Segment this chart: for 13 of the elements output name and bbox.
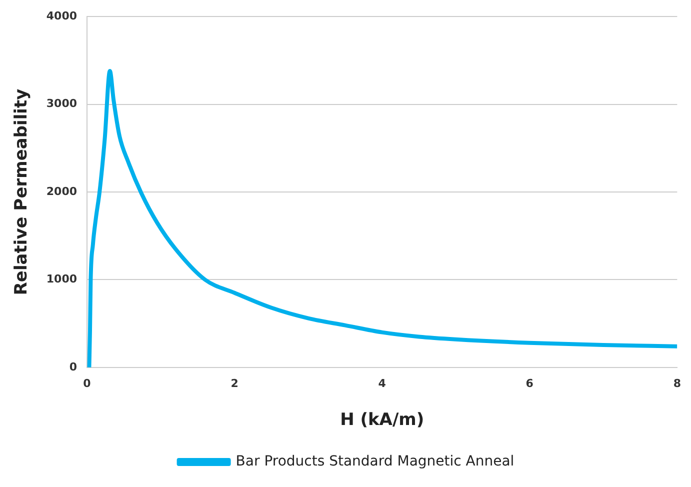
x-tick-label: 2 [230,376,238,390]
x-tick-label: 4 [378,376,386,390]
y-tick-label: 0 [69,360,78,374]
x-axis-title: H (kA/m) [340,410,424,430]
y-tick-label: 2000 [46,184,78,198]
y-tick-label: 1000 [46,272,78,286]
y-tick-label: 3000 [46,97,78,110]
y-tick-label: 4000 [46,9,78,22]
x-tick-label: 8 [673,376,681,390]
y-axis-title: Relative Permeability [12,88,32,296]
x-tick-label: 0 [83,376,92,390]
legend-label: Bar Products Standard Magnetic Anneal [236,454,514,470]
x-tick-label: 6 [526,376,534,390]
